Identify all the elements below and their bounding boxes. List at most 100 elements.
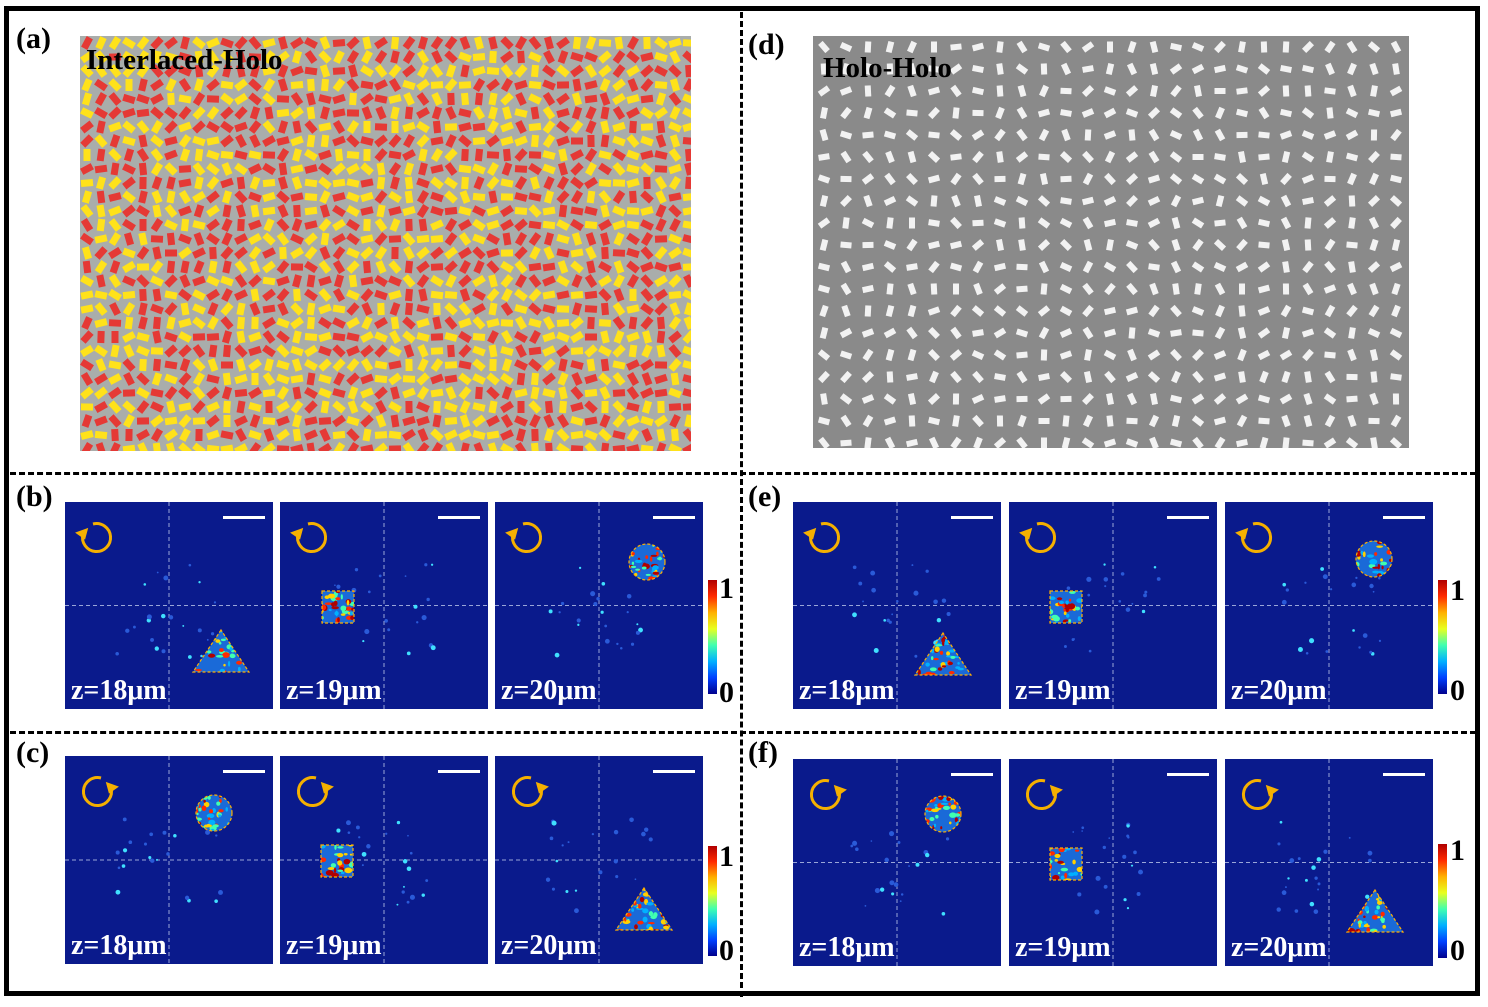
colorbar-max-c: 1 xyxy=(719,840,734,873)
field-b-z19: z=19μm xyxy=(280,502,488,709)
intensity-map xyxy=(495,756,703,964)
colorbar-b xyxy=(708,580,717,694)
intensity-map xyxy=(495,502,703,709)
z-label: z=19μm xyxy=(1015,675,1111,706)
intensity-map xyxy=(65,502,273,709)
panel-label-d: (d) xyxy=(748,28,785,61)
colorbar-min-e: 0 xyxy=(1450,674,1465,707)
intensity-map xyxy=(793,502,1001,709)
intensity-map xyxy=(1009,759,1217,966)
field-e-z20: z=20μm xyxy=(1225,502,1433,709)
panel-label-e: (e) xyxy=(748,480,782,513)
counterclockwise-arrow-icon xyxy=(290,522,327,553)
panel-label-f: (f) xyxy=(748,736,778,769)
speckles xyxy=(115,563,217,659)
triangle-target xyxy=(1345,888,1405,933)
metasurface-pattern xyxy=(80,36,691,451)
field-c-z18: z=18μm xyxy=(65,756,273,964)
square-target xyxy=(1049,847,1083,881)
intensity-map xyxy=(280,502,488,709)
field-c-z20: z=20μm xyxy=(495,756,703,964)
metasurface-interlaced-holo: Interlaced-Holo xyxy=(80,36,691,451)
intensity-map xyxy=(1225,759,1433,966)
intensity-map xyxy=(1009,502,1217,709)
horizontal-divider-top xyxy=(10,472,1476,475)
intensity-map xyxy=(65,756,273,964)
horizontal-divider-bottom xyxy=(10,731,1476,734)
speckles xyxy=(850,821,950,916)
z-label: z=19μm xyxy=(1015,932,1111,963)
clockwise-arrow-icon xyxy=(512,776,549,807)
colorbar-max-e: 1 xyxy=(1450,574,1465,607)
counterclockwise-arrow-icon xyxy=(505,522,542,553)
scale-bar xyxy=(1167,516,1209,519)
square-target xyxy=(321,590,355,624)
field-f-z20: z=20μm xyxy=(1225,759,1433,966)
colorbar-e xyxy=(1438,580,1447,694)
counterclockwise-arrow-icon xyxy=(1019,522,1056,553)
z-label: z=18μm xyxy=(799,675,895,706)
scale-bar xyxy=(1383,773,1425,776)
colorbar-min-f: 0 xyxy=(1450,934,1465,967)
field-f-z19: z=19μm xyxy=(1009,759,1217,966)
field-e-z18: z=18μm xyxy=(793,502,1001,709)
colorbar-min-b: 0 xyxy=(719,676,734,709)
z-label: z=19μm xyxy=(286,930,382,961)
field-b-z18: z=18μm xyxy=(65,502,273,709)
panel-title-d: Holo-Holo xyxy=(823,52,952,84)
scale-bar xyxy=(223,516,265,519)
circle-target xyxy=(628,543,666,581)
panel-label-a: (a) xyxy=(16,22,51,55)
z-label: z=18μm xyxy=(799,932,895,963)
field-e-z19: z=19μm xyxy=(1009,502,1217,709)
intensity-map xyxy=(280,756,488,964)
scale-bar xyxy=(438,516,480,519)
scale-bar xyxy=(1167,773,1209,776)
panel-title-a: Interlaced-Holo xyxy=(86,44,283,76)
speckles xyxy=(1072,822,1143,915)
z-label: z=20μm xyxy=(1231,932,1327,963)
metasurface-pattern xyxy=(813,36,1409,448)
scale-bar xyxy=(653,516,695,519)
z-label: z=18μm xyxy=(71,675,167,706)
panel-label-c: (c) xyxy=(16,736,50,769)
z-label: z=20μm xyxy=(501,675,597,706)
square-target xyxy=(320,844,354,878)
intensity-map xyxy=(1225,502,1433,709)
scale-bar xyxy=(223,770,265,773)
clockwise-arrow-icon xyxy=(810,779,847,810)
z-label: z=18μm xyxy=(71,930,167,961)
vertical-divider xyxy=(740,12,743,997)
field-c-z19: z=19μm xyxy=(280,756,488,964)
circle-target xyxy=(924,795,962,833)
counterclockwise-arrow-icon xyxy=(75,522,112,553)
colorbar-max-f: 1 xyxy=(1450,834,1465,867)
scale-bar xyxy=(1383,516,1425,519)
scale-bar xyxy=(438,770,480,773)
scale-bar xyxy=(951,516,993,519)
triangle-target xyxy=(191,628,251,673)
scale-bar xyxy=(653,770,695,773)
triangle-target xyxy=(614,886,674,931)
colorbar-f xyxy=(1438,844,1447,958)
field-f-z18: z=18μm xyxy=(793,759,1001,966)
speckles xyxy=(115,817,223,903)
clockwise-arrow-icon xyxy=(1026,779,1063,810)
clockwise-arrow-icon xyxy=(1242,779,1279,810)
counterclockwise-arrow-icon xyxy=(803,522,840,553)
metasurface-holo-holo: Holo-Holo xyxy=(813,36,1409,448)
intensity-map xyxy=(793,759,1001,966)
circle-target xyxy=(195,794,233,832)
colorbar-max-b: 1 xyxy=(719,572,734,605)
colorbar-min-c: 0 xyxy=(719,934,734,967)
panel-label-b: (b) xyxy=(16,480,53,513)
clockwise-arrow-icon xyxy=(297,776,334,807)
colorbar-c xyxy=(708,846,717,956)
counterclockwise-arrow-icon xyxy=(1235,522,1272,553)
speckles xyxy=(1276,820,1373,914)
z-label: z=20μm xyxy=(1231,675,1327,706)
clockwise-arrow-icon xyxy=(82,776,119,807)
speckles xyxy=(548,566,643,658)
speckles xyxy=(1281,567,1382,656)
field-b-z20: z=20μm xyxy=(495,502,703,709)
